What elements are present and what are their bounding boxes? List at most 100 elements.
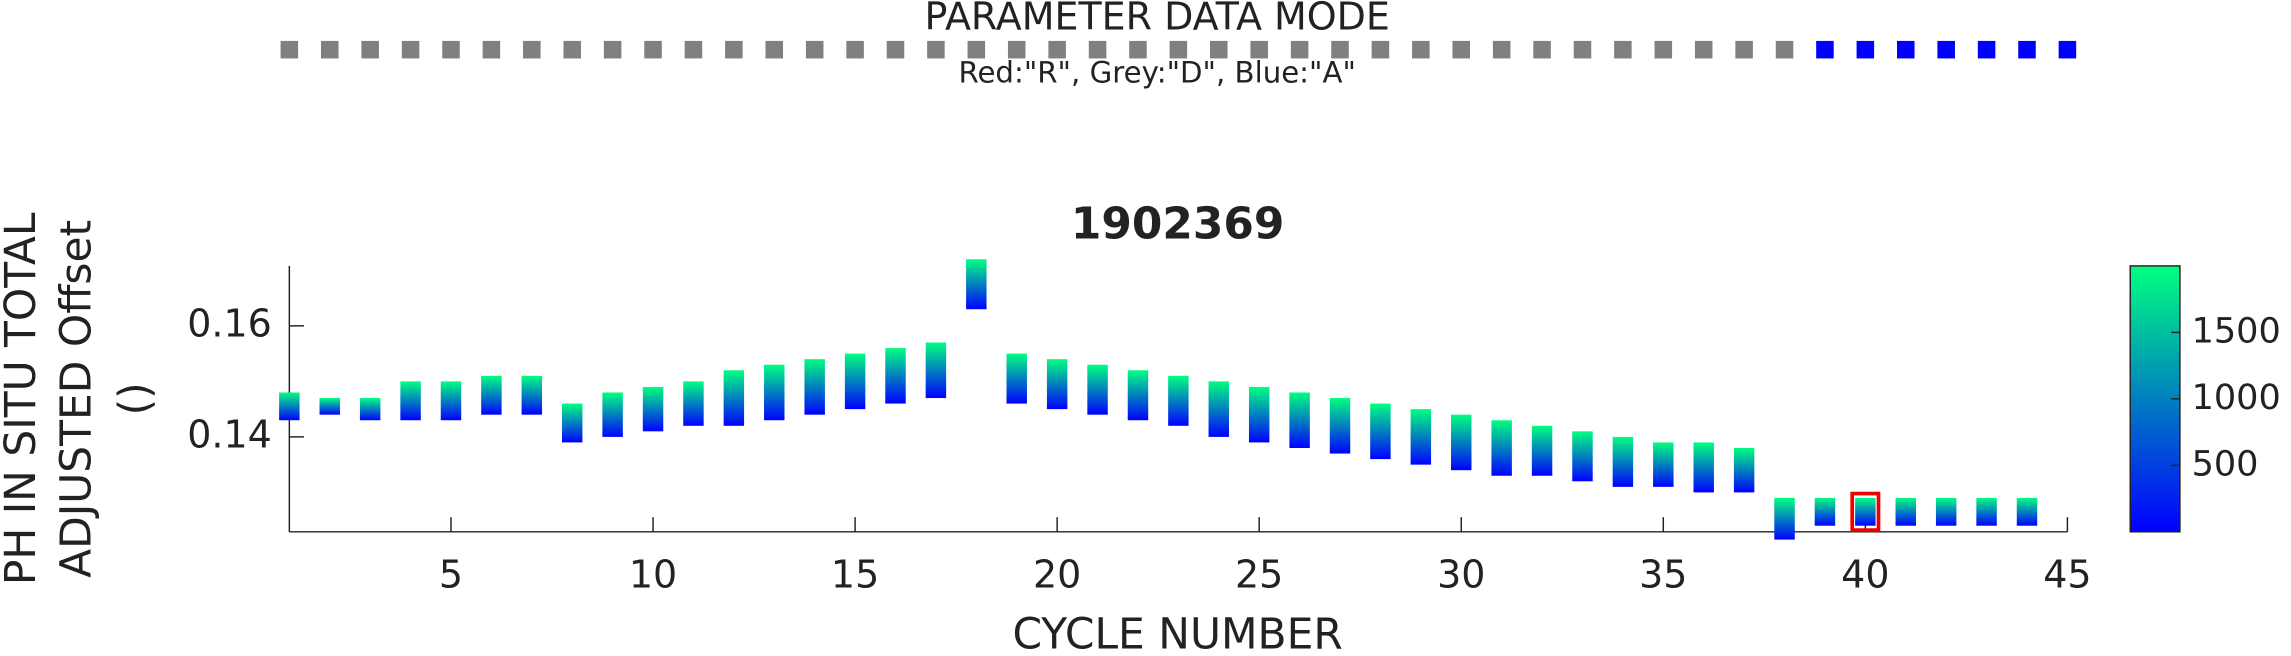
profile-range — [1572, 431, 1593, 482]
x-tick-label: 25 — [1235, 553, 1283, 597]
mode-square — [1977, 40, 1996, 59]
profile-range — [1208, 381, 1230, 437]
x-tick-label: 40 — [1841, 553, 1889, 597]
mode-square — [1896, 40, 1915, 59]
colorbar-tick-label: 1500 — [2192, 310, 2281, 351]
mode-square — [846, 40, 864, 59]
profile-range — [1814, 497, 1836, 526]
profile-range — [764, 364, 785, 421]
mode-square — [1371, 40, 1390, 59]
profile-range — [1370, 403, 1391, 460]
mode-square — [2058, 40, 2077, 59]
profile-range — [400, 381, 421, 421]
profile-range — [1168, 375, 1189, 426]
chart-title: 1902369 — [1071, 198, 1284, 249]
profile-range — [440, 381, 462, 421]
mode-square — [1816, 40, 1834, 59]
profile-range — [359, 398, 381, 421]
profile-range — [642, 386, 664, 432]
mode-square — [1614, 40, 1632, 59]
profile-range — [723, 370, 745, 426]
profile-range — [602, 392, 623, 437]
mode-square — [563, 40, 581, 59]
mode-square — [927, 40, 945, 59]
mode-square — [2018, 40, 2036, 59]
mode-square — [1412, 40, 1430, 59]
mode-square — [1775, 40, 1794, 59]
x-tick-label: 35 — [1639, 553, 1687, 597]
x-tick-label: 5 — [439, 553, 463, 597]
profile-range — [1006, 353, 1027, 404]
mode-square — [725, 40, 743, 59]
x-tick-label: 15 — [831, 553, 879, 597]
profile-range — [561, 403, 583, 443]
mode-square — [967, 40, 986, 59]
profile-range — [1653, 442, 1674, 487]
profile-range — [1127, 370, 1149, 421]
mode-square — [442, 40, 460, 59]
mode-square — [1331, 40, 1349, 59]
profile-range — [966, 259, 987, 310]
mode-square — [1048, 40, 1066, 59]
profile-range — [683, 381, 704, 426]
mode-square — [1129, 40, 1147, 59]
profile-range — [1329, 398, 1351, 454]
mode-square — [1492, 40, 1511, 59]
profile-range — [1087, 364, 1108, 415]
mode-square — [401, 40, 420, 59]
x-tick-label: 20 — [1033, 553, 1081, 597]
x-tick-label: 10 — [629, 553, 677, 597]
colorbar-tick-label: 500 — [2192, 443, 2259, 484]
profile-range — [1491, 420, 1512, 476]
profile-range — [1289, 392, 1310, 448]
profile-range — [2016, 497, 2038, 526]
mode-square — [603, 40, 622, 59]
profile-range — [885, 348, 906, 404]
mode-square — [1452, 40, 1471, 59]
mode-square — [1088, 40, 1107, 59]
y-tick-label: 0.14 — [187, 412, 272, 456]
colorbar-tick-label: 1000 — [2192, 377, 2281, 418]
profile-range — [521, 375, 543, 415]
mode-square — [1250, 40, 1268, 59]
mode-square — [482, 40, 501, 59]
x-tick-label: 45 — [2043, 553, 2091, 597]
mode-square — [1856, 40, 1875, 59]
y-tick-label: 0.16 — [187, 301, 272, 345]
mode-square — [1169, 40, 1188, 59]
mode-square — [1735, 40, 1753, 59]
y-label-line: PH IN SITU TOTAL — [0, 212, 45, 585]
mode-square — [1654, 40, 1673, 59]
profile-range — [1895, 497, 1916, 526]
profile-range — [1612, 436, 1634, 487]
mode-square — [1694, 40, 1713, 59]
x-axis-label: CYCLE NUMBER — [1012, 610, 1342, 656]
highlight-box — [1850, 491, 1881, 532]
mode-subtitle: Red:"R", Grey:"D", Blue:"A" — [958, 56, 1355, 90]
profile-range — [1976, 497, 1997, 526]
y-axis-label: PH IN SITU TOTAL ADJUSTED Offset () — [0, 212, 159, 585]
profile-range — [1248, 386, 1270, 443]
mode-square — [280, 40, 299, 59]
mode-title: PARAMETER DATA MODE — [924, 0, 1389, 38]
mode-square — [1533, 40, 1551, 59]
profile-range — [1855, 497, 1876, 526]
profile-range — [1935, 497, 1957, 526]
mode-square — [644, 40, 662, 59]
y-label-line: () — [110, 382, 159, 415]
profile-range — [319, 398, 340, 415]
profile-range — [481, 375, 502, 415]
profile-range — [1046, 359, 1068, 410]
mode-square — [1937, 40, 1955, 59]
mode-square — [1007, 40, 1026, 59]
x-tick-label: 30 — [1437, 553, 1485, 597]
mode-square — [684, 40, 703, 59]
profile-range — [1410, 409, 1432, 465]
mode-square — [1210, 40, 1228, 59]
profile-range — [1451, 414, 1472, 471]
mode-square — [523, 40, 541, 59]
profile-range — [1531, 425, 1553, 476]
profile-range — [1774, 497, 1795, 540]
profile-range — [925, 342, 947, 399]
